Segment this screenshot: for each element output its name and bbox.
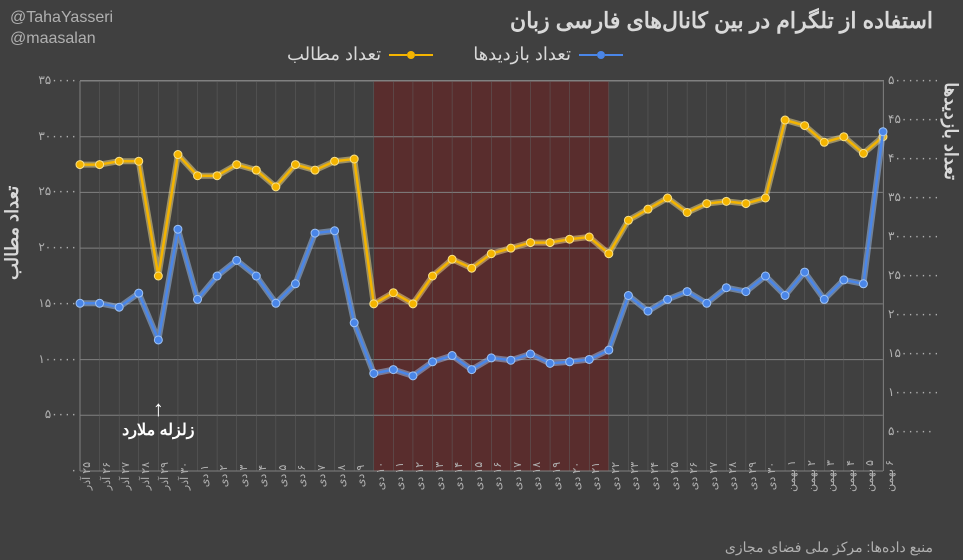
- x-tick: ۱۲ دی: [413, 462, 426, 490]
- legend: تعداد بازدیدها تعداد مطالب: [287, 44, 623, 65]
- y-right-tick: ۴۵۰۰۰۰۰۰: [888, 112, 948, 126]
- x-tick: ۳۰ دی: [765, 462, 778, 490]
- y-left-tick: ۲۰۰۰۰۰: [22, 240, 77, 254]
- y-right-tick: ۴۰۰۰۰۰۰۰: [888, 151, 948, 165]
- x-tick: ۲۷ دی: [707, 462, 720, 490]
- x-tick: ۴ دی: [256, 465, 269, 488]
- credit-line-1: @TahaYasseri: [10, 8, 113, 29]
- y-left-tick: ۲۵۰۰۰۰: [22, 184, 77, 198]
- y-left-tick: ۳۰۰۰۰۰: [22, 129, 77, 143]
- x-tick: ۲۹ آذر: [158, 462, 171, 490]
- x-tick: ۱ بهمن: [785, 460, 798, 492]
- legend-label-views: تعداد بازدیدها: [473, 44, 571, 65]
- y-right-tick: ۵۰۰۰۰۰۰۰: [888, 73, 948, 87]
- x-tick: ۲۷ آذر: [119, 462, 132, 490]
- x-tick: ۳ دی: [237, 465, 250, 488]
- y-left-tick: ۳۵۰۰۰۰: [22, 73, 77, 87]
- legend-marker-views: [579, 51, 623, 59]
- x-tick: ۲۵ آذر: [80, 462, 93, 490]
- x-tick: ۷ دی: [315, 465, 328, 488]
- chart-container: استفاده از تلگرام در بین کانال‌های فارسی…: [0, 0, 963, 560]
- x-tick: ۳۰ آذر: [178, 462, 191, 490]
- x-tick: ۲۱ دی: [589, 462, 602, 490]
- x-tick: ۴ بهمن: [844, 460, 857, 492]
- x-tick: ۱۴ دی: [452, 462, 465, 490]
- plot-svg: [80, 81, 883, 471]
- data-source: منبع داده‌ها: مرکز ملی فضای مجازی: [725, 539, 933, 556]
- x-tick: ۵ دی: [276, 465, 289, 488]
- y-right-tick: ۱۵۰۰۰۰۰۰: [888, 346, 948, 360]
- x-tick: ۸ دی: [335, 465, 348, 488]
- x-tick: ۲۹ دی: [746, 462, 759, 490]
- y-right-tick: ۱۰۰۰۰۰۰۰: [888, 385, 948, 399]
- y-left-tick: ۱۰۰۰۰۰: [22, 352, 77, 366]
- x-tick: ۲۳ دی: [628, 462, 641, 490]
- x-tick: ۲۰ دی: [570, 462, 583, 490]
- x-tick: ۱۰ دی: [374, 462, 387, 490]
- x-tick: ۳ بهمن: [824, 460, 837, 492]
- x-tick: ۲۶ دی: [687, 462, 700, 490]
- x-tick: ۲۸ دی: [726, 462, 739, 490]
- x-tick: ۵ بهمن: [863, 460, 876, 492]
- x-tick: ۲۴ دی: [648, 462, 661, 490]
- y-left-axis-title: تعداد مطالب: [2, 186, 23, 280]
- y-right-tick: ۰: [888, 463, 948, 477]
- x-tick: ۱۹ دی: [550, 462, 563, 490]
- chart-title: استفاده از تلگرام در بین کانال‌های فارسی…: [510, 8, 933, 34]
- y-left-tick: ۱۵۰۰۰۰: [22, 296, 77, 310]
- annotation-label: زلزله ملارد: [118, 420, 198, 440]
- x-tick: ۲ بهمن: [805, 460, 818, 492]
- x-tick: ۱۱ دی: [393, 462, 406, 490]
- annotation-arrow-icon: ↑: [118, 398, 198, 420]
- y-right-axis-title: تعداد بازدیدها: [940, 82, 961, 180]
- legend-item-views: تعداد بازدیدها: [473, 44, 623, 65]
- annotation-earthquake: ↑ زلزله ملارد: [118, 398, 198, 440]
- y-right-tick: ۲۰۰۰۰۰۰۰: [888, 307, 948, 321]
- x-tick: ۱۳ دی: [433, 462, 446, 490]
- y-right-tick: ۲۵۰۰۰۰۰۰: [888, 268, 948, 282]
- y-right-tick: ۳۵۰۰۰۰۰۰: [888, 190, 948, 204]
- y-left-tick: ۰: [22, 463, 77, 477]
- x-tick: ۲۸ آذر: [139, 462, 152, 490]
- credit-line-2: @maasalan: [10, 29, 113, 50]
- x-tick: ۶ بهمن: [883, 460, 896, 492]
- x-tick: ۱۵ دی: [472, 462, 485, 490]
- x-tick: ۲۵ دی: [668, 462, 681, 490]
- x-tick: ۹ دی: [354, 465, 367, 488]
- x-tick: ۱ دی: [198, 465, 211, 488]
- y-right-tick: ۵۰۰۰۰۰۰: [888, 424, 948, 438]
- x-tick: ۲ دی: [217, 465, 230, 488]
- legend-label-posts: تعداد مطالب: [287, 44, 381, 65]
- x-tick: ۶ دی: [295, 465, 308, 488]
- x-tick: ۲۶ آذر: [100, 462, 113, 490]
- x-tick: ۱۸ دی: [530, 462, 543, 490]
- legend-marker-posts: [389, 51, 433, 59]
- x-tick: ۱۷ دی: [511, 462, 524, 490]
- legend-item-posts: تعداد مطالب: [287, 44, 433, 65]
- y-right-tick: ۳۰۰۰۰۰۰۰: [888, 229, 948, 243]
- plot-area: [80, 80, 884, 471]
- x-tick: ۱۶ دی: [491, 462, 504, 490]
- x-tick: ۲۲ دی: [609, 462, 622, 490]
- credits: @TahaYasseri @maasalan: [10, 8, 113, 50]
- y-left-tick: ۵۰۰۰۰: [22, 407, 77, 421]
